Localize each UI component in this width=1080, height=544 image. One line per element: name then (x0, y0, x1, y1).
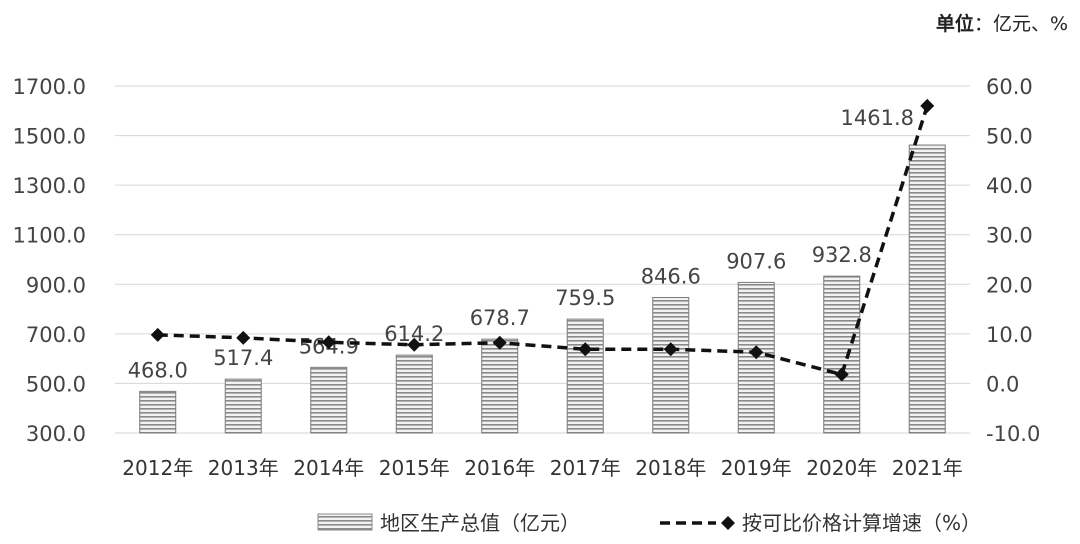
bar-data-label: 759.5 (555, 286, 615, 310)
line-point-marker (236, 330, 251, 345)
bar (139, 390, 177, 434)
bar (310, 366, 348, 434)
legend-bar-label: 地区生产总值（亿元） (380, 511, 580, 535)
right-tick-label: 60.0 (986, 75, 1033, 99)
left-tick-label: 700.0 (26, 323, 86, 347)
left-tick-label: 1100.0 (13, 224, 86, 248)
bar (566, 318, 604, 434)
bar-series (139, 144, 946, 434)
line-point-marker (920, 98, 935, 113)
line-point-marker (578, 342, 593, 357)
unit-label-bold: 单位 (936, 12, 974, 35)
left-axis-ticks: 300.0 500.0 700.0 900.0 1100.0 1300.0 1500.0 17… (13, 75, 86, 446)
left-tick-label: 1300.0 (13, 174, 86, 198)
line-point-marker (407, 337, 422, 352)
line-point-marker (321, 335, 336, 350)
left-tick-label: 1500.0 (13, 125, 86, 149)
legend-line-marker (721, 516, 735, 530)
right-tick-label: 20.0 (986, 273, 1033, 297)
left-tick-label: 1700.0 (13, 75, 86, 99)
bar (908, 144, 946, 434)
category-label: 2020年 (806, 456, 877, 480)
line-point-marker (749, 345, 764, 360)
left-tick-label: 300.0 (26, 422, 86, 446)
bar-data-label: 846.6 (641, 265, 701, 289)
bar (652, 297, 690, 434)
unit-label: 单位：亿元、% (936, 12, 1068, 35)
category-label: 2018年 (635, 456, 706, 480)
bar-data-labels: 468.0517.4564.9614.2678.7759.5846.6907.6… (128, 106, 914, 382)
left-tick-label: 900.0 (26, 273, 86, 297)
bar (481, 338, 519, 434)
bar-data-label: 678.7 (470, 306, 530, 330)
line-point-marker (834, 367, 849, 382)
category-axis-labels: 2012年 2013年 2014年 2015年 2016年 2017年 2018年 2019年… (122, 456, 962, 480)
category-label: 2016年 (464, 456, 535, 480)
bar-data-label: 517.4 (213, 346, 273, 370)
right-tick-label: 50.0 (986, 125, 1033, 149)
right-tick-label: 10.0 (986, 323, 1033, 347)
bar-data-label: 932.8 (812, 243, 872, 267)
category-label: 2019年 (721, 456, 792, 480)
bar-data-label: 1461.8 (841, 106, 914, 130)
growth-line (157, 105, 929, 377)
legend: 地区生产总值（亿元） 按可比价格计算增速（%） (317, 511, 981, 535)
category-label: 2015年 (379, 456, 450, 480)
right-tick-label: 40.0 (986, 174, 1033, 198)
right-tick-label: 30.0 (986, 224, 1033, 248)
right-tick-label: -10.0 (986, 422, 1040, 446)
bar-data-label: 907.6 (726, 249, 786, 273)
category-label: 2014年 (293, 456, 364, 480)
right-tick-label: 0.0 (986, 372, 1019, 396)
bar (823, 275, 861, 434)
legend-line-label: 按可比价格计算增速（%） (742, 511, 981, 535)
category-label: 2021年 (892, 456, 963, 480)
bar (224, 378, 262, 434)
left-tick-label: 500.0 (26, 372, 86, 396)
bar-data-label: 468.0 (128, 358, 188, 382)
category-label: 2013年 (208, 456, 279, 480)
growth-line-series (150, 98, 935, 382)
line-point-marker (150, 327, 165, 342)
line-point-marker (492, 335, 507, 350)
line-point-marker (663, 342, 678, 357)
bar (395, 354, 433, 434)
unit-label-rest: ：亿元、% (974, 13, 1068, 35)
category-label: 2017年 (550, 456, 621, 480)
category-label: 2012年 (122, 456, 193, 480)
right-axis-ticks: -10.0 0.0 10.0 20.0 30.0 40.0 50.0 60.0 (986, 75, 1040, 446)
legend-bar-swatch (317, 513, 373, 531)
